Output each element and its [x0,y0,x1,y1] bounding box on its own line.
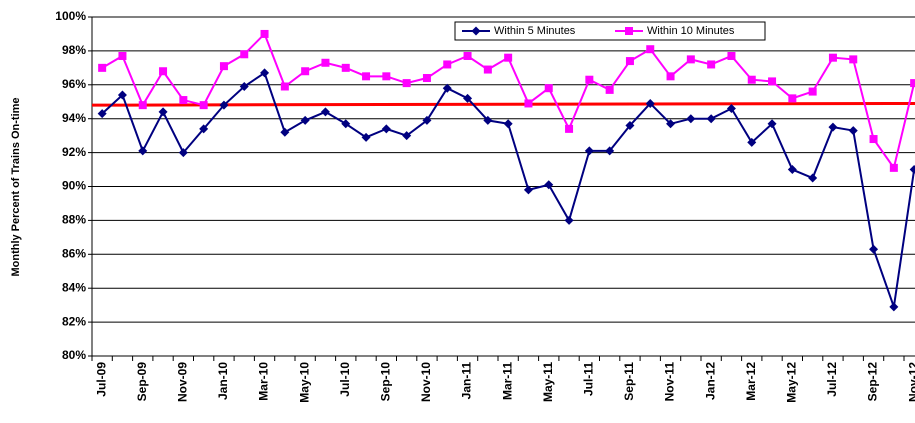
marker [524,99,532,107]
marker [545,84,553,92]
x-tick-label: Mar-11 [500,362,514,400]
marker [626,57,634,65]
marker [200,101,208,109]
y-tick-label: 90% [62,179,86,193]
x-tick-label: Jan-10 [216,362,230,400]
x-tick-label: Mar-12 [744,362,758,401]
marker [484,66,492,74]
x-tick-label: Nov-09 [176,362,190,402]
marker [727,52,735,60]
y-tick-label: 96% [62,77,86,91]
target-line [92,103,915,105]
y-tick-label: 82% [62,314,86,328]
marker [768,77,776,85]
marker [321,59,329,67]
x-tick-label: Jul-11 [582,362,596,396]
marker [625,27,633,35]
x-tick-label: Jan-12 [703,362,717,400]
chart: Monthly Percent of Trains On-time 80% 82%… [0,0,915,423]
x-tick-label: Jul-12 [825,362,839,397]
x-tick-label: May-11 [541,362,555,402]
legend-label: Within 10 Minutes [647,25,735,37]
x-tick-label: Jul-09 [94,362,108,397]
marker [179,96,187,104]
y-tick-label: 100% [55,9,86,23]
marker [382,72,390,80]
marker [281,82,289,90]
y-tick-label: 94% [62,111,86,125]
legend-label: Within 5 Minutes [494,25,576,37]
marker [220,62,228,70]
marker [504,54,512,62]
marker [159,67,167,75]
marker [585,76,593,84]
marker [667,72,675,80]
marker [707,60,715,68]
marker [890,164,898,172]
x-tick-label: Sep-10 [379,362,393,402]
x-tick-label: Mar-10 [257,362,271,401]
legend: Within 5 Minutes Within 10 Minutes [455,22,765,40]
x-tick-label: Nov-10 [419,362,433,402]
x-tick-label: Nov-12 [906,362,915,402]
x-tick-label: Sep-09 [135,362,149,402]
x-tick-label: Nov-11 [663,362,677,402]
y-tick-label: 88% [62,213,86,227]
marker [748,76,756,84]
marker [362,72,370,80]
marker [829,54,837,62]
marker [342,64,350,72]
x-tick-label: Sep-12 [866,362,880,402]
x-tick-label: Jul-10 [338,362,352,397]
marker [788,94,796,102]
x-tick-label: May-10 [297,362,311,403]
marker [139,101,147,109]
y-tick-label: 98% [62,43,86,57]
marker [565,125,573,133]
marker [464,52,472,60]
marker [118,52,126,60]
marker [240,50,248,58]
marker [809,88,817,96]
marker [98,64,106,72]
x-tick-label: Jan-11 [460,362,474,400]
marker [261,30,269,38]
marker [910,79,915,87]
y-tick-label: 80% [62,348,86,362]
marker [403,79,411,87]
y-tick-label: 84% [62,280,86,294]
marker [301,67,309,75]
marker [443,60,451,68]
marker [849,55,857,63]
y-tick-label: 86% [62,246,86,260]
marker [606,86,614,94]
x-tick-label: Sep-11 [622,362,636,401]
marker [870,135,878,143]
y-tick-label: 92% [62,145,86,159]
x-tick-label: May-12 [785,362,799,403]
marker [646,45,654,53]
y-axis-label: Monthly Percent of Trains On-time [10,97,22,276]
marker [687,55,695,63]
marker [423,74,431,82]
